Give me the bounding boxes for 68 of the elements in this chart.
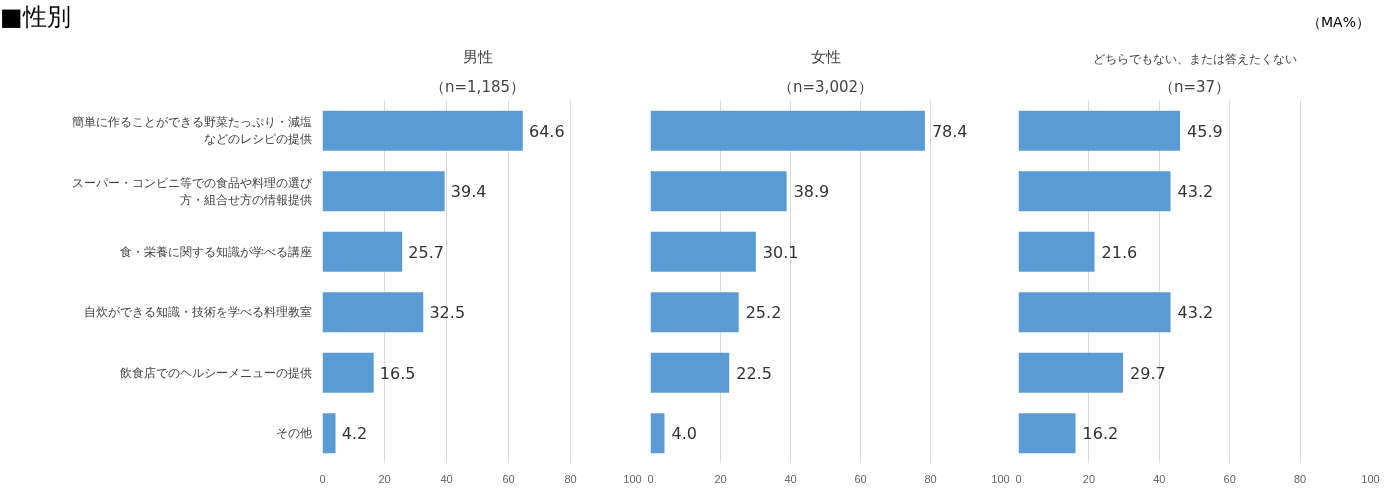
data-label: 4.2 — [341, 424, 368, 444]
text: ■性別 — [0, 3, 71, 31]
x-tick-label: 40 — [784, 472, 797, 485]
bar — [322, 352, 374, 393]
x-tick-label: 100 — [623, 472, 642, 485]
data-label: 25.2 — [745, 303, 782, 323]
bar — [1018, 231, 1095, 272]
x-tick-label: 20 — [378, 472, 391, 485]
bar — [650, 110, 925, 151]
data-label: 4.0 — [671, 424, 697, 444]
x-tick-label: 80 — [924, 472, 937, 485]
bar — [650, 292, 739, 333]
bar — [1018, 413, 1076, 454]
data-label: 43.2 — [1177, 303, 1214, 323]
x-tick-label: 60 — [502, 472, 515, 485]
y-tick-label: スーパー・コンビニ等での食品や料理の選び方・組合せ方の情報提供 — [71, 175, 313, 207]
data-label: 25.7 — [408, 242, 444, 262]
bar — [650, 171, 787, 212]
bar — [322, 171, 445, 212]
bar — [322, 110, 523, 151]
bar — [650, 231, 756, 272]
data-label: 78.4 — [931, 121, 968, 141]
bar — [1018, 352, 1124, 393]
x-tick-label: 40 — [1153, 472, 1166, 485]
x-tick-label: 60 — [854, 472, 867, 485]
bar — [1018, 110, 1181, 151]
bar — [322, 292, 424, 333]
y-tick-label: 飲食店でのヘルシーメニューの提供 — [119, 365, 312, 380]
data-label: 45.9 — [1187, 121, 1223, 141]
data-label: 32.5 — [429, 303, 466, 323]
y-tick-label: 簡単に作ることができる野菜たっぷり・減塩などのレシピの提供 — [71, 115, 312, 147]
x-tick-label: 20 — [1082, 472, 1096, 485]
x-tick-label: 80 — [564, 472, 577, 485]
data-label: 30.1 — [762, 242, 799, 262]
x-tick-label: 60 — [1223, 472, 1236, 485]
chart-title: 男性 — [462, 47, 493, 66]
x-tick-label: 100 — [991, 472, 1010, 485]
data-label: 22.5 — [736, 363, 772, 383]
bar — [650, 352, 730, 393]
x-tick-label: 0 — [319, 472, 326, 485]
x-tick-label: 0 — [1015, 472, 1022, 485]
chart-subtitle: （n=3,002） — [777, 77, 874, 96]
data-label: 16.5 — [379, 363, 416, 383]
chart-title: どちらでもない、または答えたくない — [1092, 51, 1297, 66]
bar — [650, 413, 665, 454]
bar — [322, 413, 336, 454]
x-tick-label: 100 — [1361, 472, 1380, 485]
chart-subtitle: （n=1,185） — [429, 77, 526, 96]
data-label: 38.9 — [793, 182, 830, 202]
data-label: 29.7 — [1130, 363, 1166, 383]
y-tick-label: 食・栄養に関する知識が学べる講座 — [119, 244, 312, 259]
y-tick-label: 自炊ができる知識・技術を学べる料理教室 — [83, 305, 312, 320]
x-tick-label: 80 — [1293, 472, 1307, 485]
bar — [1018, 292, 1171, 333]
chart-title: 女性 — [810, 47, 841, 66]
x-tick-label: 0 — [647, 472, 654, 485]
chart-subtitle: （n=37） — [1158, 77, 1231, 96]
bar — [322, 231, 403, 272]
y-tick-label: その他 — [275, 426, 312, 441]
data-label: 16.2 — [1082, 424, 1119, 444]
data-label: 64.6 — [528, 121, 565, 141]
data-label: 43.2 — [1177, 182, 1214, 202]
x-tick-label: 20 — [714, 472, 727, 485]
bar — [1018, 171, 1171, 212]
x-tick-label: 40 — [440, 472, 453, 485]
text: （MA%） — [1307, 14, 1370, 30]
data-label: 39.4 — [450, 182, 487, 202]
data-label: 21.6 — [1101, 242, 1138, 262]
